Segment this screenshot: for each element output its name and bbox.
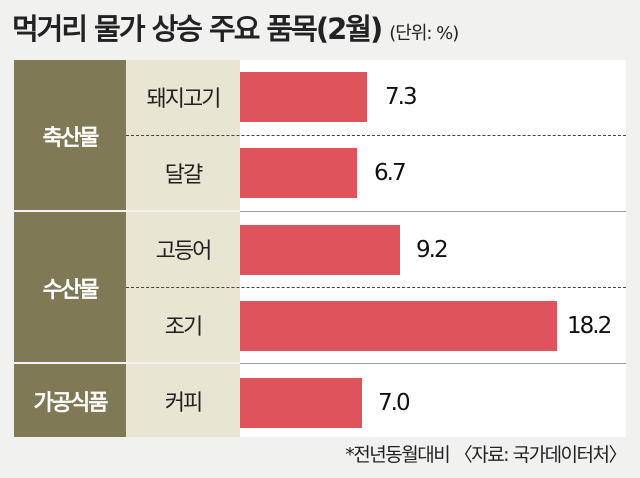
chart-title: 먹거리 물가 상승 주요 품목(2월) bbox=[12, 12, 383, 46]
bar-mackerel bbox=[240, 225, 400, 275]
group-separator bbox=[14, 362, 240, 364]
value-coffee: 7.0 bbox=[378, 390, 411, 416]
group-separator-line bbox=[240, 211, 626, 212]
item-label-mackerel: 고등어 bbox=[155, 239, 213, 264]
bar-pork bbox=[240, 72, 367, 122]
bar-coffee bbox=[240, 378, 362, 428]
group-separator-line bbox=[240, 363, 626, 364]
category-livestock: 축산물 bbox=[14, 60, 126, 211]
chart-title-block: 먹거리 물가 상승 주요 품목(2월) (단위: %) bbox=[12, 6, 459, 46]
value-pork: 7.3 bbox=[385, 84, 418, 110]
item-divider bbox=[126, 287, 626, 288]
item-label-coffee: 커피 bbox=[164, 390, 203, 416]
category-seafood: 수산물 bbox=[14, 212, 126, 363]
bar-croaker bbox=[240, 301, 557, 351]
bar-eggs bbox=[240, 148, 357, 198]
item-label-croaker: 조기 bbox=[164, 315, 203, 340]
item-column-bg bbox=[126, 60, 240, 437]
value-mackerel: 9.2 bbox=[416, 237, 449, 263]
group-separator bbox=[14, 210, 240, 212]
source-footnote: *전년동월대비 〈자료: 국가데이터처〉 bbox=[345, 444, 627, 466]
item-label-eggs: 달걀 bbox=[164, 163, 203, 188]
value-croaker: 18.2 bbox=[567, 313, 612, 339]
item-label-pork: 돼지고기 bbox=[146, 87, 222, 112]
category-processed-food: 가공식품 bbox=[14, 364, 126, 437]
unit-label: (단위: %) bbox=[389, 23, 459, 44]
value-eggs: 6.7 bbox=[374, 160, 407, 186]
item-divider bbox=[126, 135, 626, 136]
